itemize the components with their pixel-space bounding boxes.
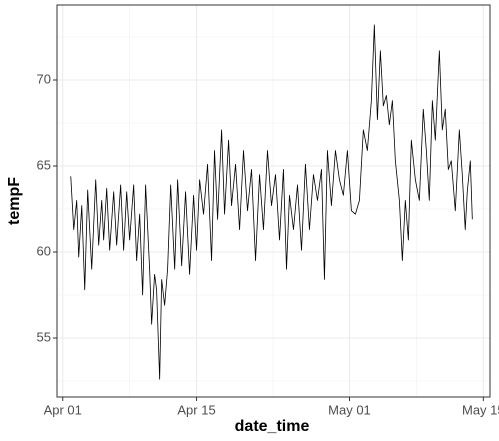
x-tick-label: May 15	[462, 402, 499, 417]
line	[70, 24, 473, 380]
y-tick-label: 55	[37, 329, 51, 344]
y-tick-label: 60	[37, 243, 51, 258]
y-axis-label: tempF	[6, 177, 23, 225]
x-axis-label: date_time	[235, 418, 310, 435]
x-tick-label: May 01	[328, 402, 371, 417]
x-tick-label: Apr 15	[177, 402, 215, 417]
panel-border	[56, 4, 491, 398]
x-tick-label: Apr 01	[44, 402, 82, 417]
y-tick-label: 70	[37, 71, 51, 86]
y-tick-label: 65	[37, 157, 51, 172]
